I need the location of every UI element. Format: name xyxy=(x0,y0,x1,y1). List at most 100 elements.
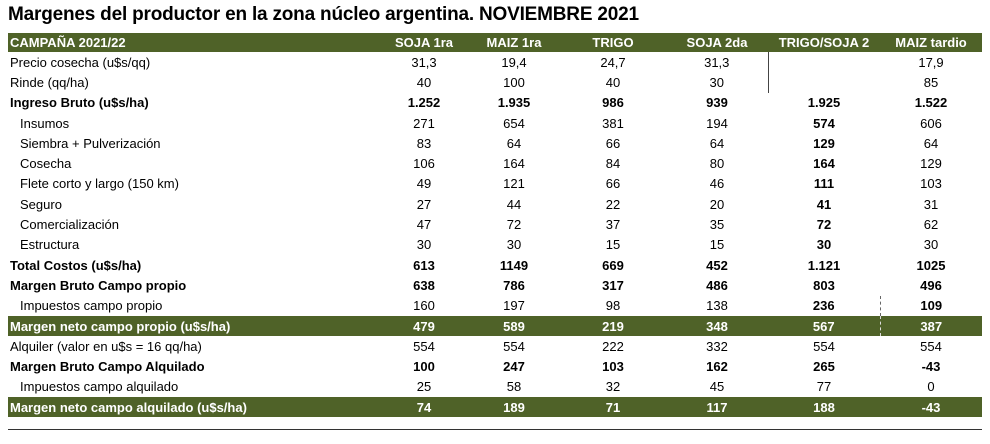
table-row-highlight: Margen neto campo propio (u$s/ha) 479 58… xyxy=(8,315,982,337)
cell: 381 xyxy=(602,115,624,131)
cell: 236 xyxy=(768,295,881,316)
cell xyxy=(767,72,880,93)
cell: 197 xyxy=(503,298,525,314)
cell: 64 xyxy=(923,135,939,151)
cell: 15 xyxy=(605,237,621,253)
cell: 986 xyxy=(602,95,624,111)
row-label: Impuestos campo alquilado xyxy=(20,379,179,395)
cell: 80 xyxy=(709,156,725,172)
cell: 111 xyxy=(813,176,835,192)
table-row: Impuestos campo propio 160 197 98 138 23… xyxy=(8,295,982,316)
cell: 103 xyxy=(920,176,942,192)
cell: 0 xyxy=(927,379,935,395)
header-maiz-tardio: MAIZ tardio xyxy=(880,33,982,52)
cell: 479 xyxy=(380,315,468,337)
row-label: Margen Bruto Campo Alquilado xyxy=(10,359,205,375)
cell: 138 xyxy=(706,298,728,314)
cell: 17,9 xyxy=(918,54,944,70)
cell: 189 xyxy=(468,397,560,418)
cell: 15 xyxy=(709,237,725,253)
cell: 44 xyxy=(506,196,522,212)
cell: -43 xyxy=(921,359,941,375)
header-maiz-1ra: MAIZ 1ra xyxy=(468,33,560,52)
cell: 20 xyxy=(709,196,725,212)
cell: 30 xyxy=(506,237,522,253)
row-label: Impuestos campo propio xyxy=(20,298,163,314)
cell: 47 xyxy=(416,217,432,233)
cell: 939 xyxy=(706,95,728,111)
cell: 45 xyxy=(709,379,725,395)
cell: 121 xyxy=(503,176,525,192)
bottom-divider xyxy=(8,429,982,430)
table-row: Margen Bruto Campo Alquilado 100 247 103… xyxy=(8,356,982,376)
margins-table: CAMPAÑA 2021/22 SOJA 1ra MAIZ 1ra TRIGO … xyxy=(8,33,982,418)
header-trigo-soja-2: TRIGO/SOJA 2 xyxy=(768,33,880,52)
cell: 1.252 xyxy=(407,95,441,111)
row-label: Flete corto y largo (150 km) xyxy=(20,176,179,192)
cell: 24,7 xyxy=(600,54,626,70)
cell: 803 xyxy=(813,277,835,293)
row-label: Estructura xyxy=(20,237,80,253)
cell: 129 xyxy=(920,156,942,172)
cell: 74 xyxy=(380,397,468,418)
cell: 31,3 xyxy=(411,54,437,70)
row-label: Insumos xyxy=(20,115,70,131)
cell: 194 xyxy=(706,115,728,131)
cell: 162 xyxy=(706,359,728,375)
cell: 100 xyxy=(413,359,435,375)
cell: 1025 xyxy=(916,257,946,273)
cell: 30 xyxy=(709,74,724,90)
table-header-row: CAMPAÑA 2021/22 SOJA 1ra MAIZ 1ra TRIGO … xyxy=(8,33,982,52)
row-label: Siembra + Pulverización xyxy=(20,135,161,151)
cell: 387 xyxy=(880,315,982,337)
table-row: Alquiler (valor en u$s = 16 qq/ha) 554 5… xyxy=(8,336,982,356)
cell: 613 xyxy=(413,257,435,273)
cell: 31,3 xyxy=(704,54,730,70)
cell: 219 xyxy=(560,315,666,337)
cell: 554 xyxy=(503,338,525,354)
cell: 638 xyxy=(413,277,435,293)
cell: 66 xyxy=(605,135,621,151)
table-row: Comercialización 47 72 37 35 72 62 xyxy=(8,214,982,234)
cell: 46 xyxy=(709,176,725,192)
cell: 1.925 xyxy=(807,95,841,111)
cell: 19,4 xyxy=(501,54,527,70)
cell: 71 xyxy=(560,397,666,418)
cell: 98 xyxy=(605,298,621,314)
row-label: Comercialización xyxy=(20,217,119,233)
cell: 109 xyxy=(920,298,943,314)
table-row: Estructura 30 30 15 15 30 30 xyxy=(8,235,982,255)
table-row: Ingreso Bruto (u$s/ha) 1.252 1.935 986 9… xyxy=(8,93,982,113)
cell: 786 xyxy=(503,277,525,293)
row-label: Ingreso Bruto (u$s/ha) xyxy=(10,95,149,111)
cell: 62 xyxy=(923,217,939,233)
table-row: Total Costos (u$s/ha) 613 1149 669 452 1… xyxy=(8,255,982,275)
table-row: Rinde (qq/ha) 40 100 40 30 85 xyxy=(8,72,982,93)
cell: 49 xyxy=(416,176,432,192)
cell: 265 xyxy=(813,359,835,375)
cell: 496 xyxy=(920,277,942,293)
table-row: Cosecha 106 164 84 80 164 129 xyxy=(8,153,982,173)
cell: 554 xyxy=(813,338,835,354)
cell: 37 xyxy=(605,217,621,233)
cell: 72 xyxy=(506,217,522,233)
cell: 654 xyxy=(503,115,525,131)
cell: 188 xyxy=(768,397,880,418)
cell xyxy=(767,51,880,73)
cell: 129 xyxy=(813,135,835,151)
cell: 100 xyxy=(503,74,525,90)
cell: 72 xyxy=(816,217,832,233)
cell: 103 xyxy=(602,359,624,375)
page-title: Margenes del productor en la zona núcleo… xyxy=(8,4,639,25)
row-label: Margen neto campo alquilado (u$s/ha) xyxy=(8,397,380,418)
cell: 117 xyxy=(666,397,768,418)
cell: 30 xyxy=(923,237,939,253)
row-label: Margen Bruto Campo propio xyxy=(10,277,187,293)
cell: 83 xyxy=(416,135,432,151)
cell: 35 xyxy=(709,217,725,233)
cell: 567 xyxy=(768,315,881,337)
table-row: Siembra + Pulverización 83 64 66 64 129 … xyxy=(8,133,982,153)
cell: 332 xyxy=(706,338,728,354)
cell: 27 xyxy=(416,196,432,212)
cell: 84 xyxy=(605,156,621,172)
